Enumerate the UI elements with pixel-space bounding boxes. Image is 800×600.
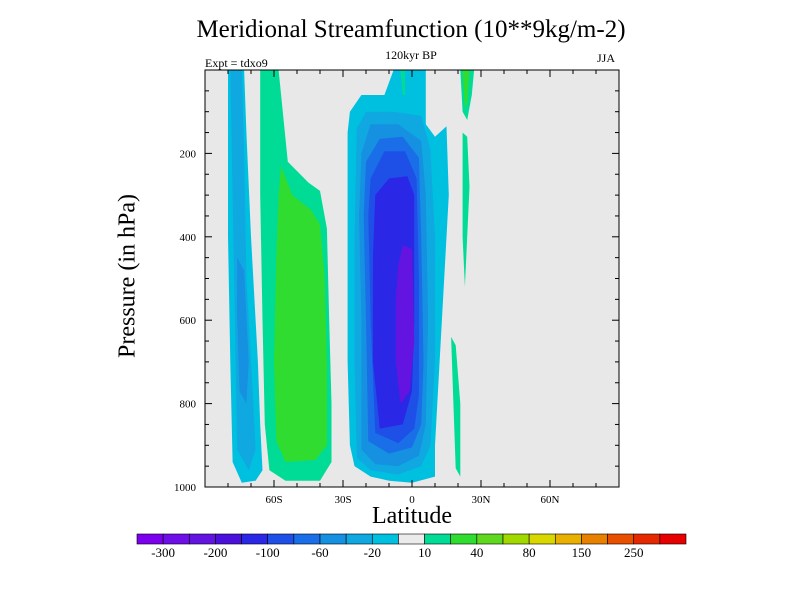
colorbar-box	[502, 533, 530, 545]
nh-tropics-cell-c	[451, 336, 461, 477]
colorbar-box	[476, 533, 504, 545]
colorbar-label: -60	[311, 545, 329, 560]
hadley-cell-150	[395, 245, 415, 404]
nh-tropics-cell-b	[462, 132, 470, 287]
chart-subtitle: 120kyr BP	[385, 48, 437, 62]
colorbar-label: 10	[418, 545, 432, 560]
x-tick-label: 60N	[541, 494, 560, 506]
colorbar-label: -200	[203, 545, 228, 560]
colorbar-box	[293, 533, 321, 545]
y-tick-label: 600	[180, 315, 197, 327]
colorbar-label: 250	[623, 545, 644, 560]
experiment-label: Expt = tdxo9	[205, 56, 268, 70]
colorbar-box	[633, 533, 661, 545]
y-tick-label: 400	[180, 232, 197, 244]
equator-upper-cell	[400, 70, 406, 95]
colorbar-box	[319, 533, 347, 545]
nh-upper-cell-green	[462, 70, 470, 108]
x-tick-label: 30N	[472, 494, 491, 506]
x-axis-title: Latitude	[372, 503, 452, 529]
colorbar-box	[162, 533, 190, 545]
colorbar-box	[607, 533, 635, 545]
colorbar-box	[424, 533, 452, 545]
colorbar-box	[267, 533, 295, 545]
colorbar-box	[345, 533, 373, 545]
x-tick-label: 30S	[334, 494, 351, 506]
y-tick-label: 200	[180, 148, 197, 160]
colorbar-box	[528, 533, 556, 545]
contour-fill-group	[228, 70, 475, 483]
colorbar-label: 40	[470, 545, 484, 560]
x-tick-label: 60S	[265, 494, 282, 506]
colorbar-label: -100	[255, 545, 280, 560]
colorbar-box	[450, 533, 478, 545]
x-tick-label: 0	[409, 494, 415, 506]
colorbar-box	[659, 533, 687, 545]
y-tick-label: 800	[180, 399, 197, 411]
chart-title: Meridional Streamfunction (10**9kg/m-2)	[196, 16, 626, 43]
colorbar-box	[554, 533, 582, 545]
y-tick-label: 1000	[174, 482, 197, 494]
season-label: JJA	[597, 51, 616, 65]
colorbar-box	[241, 533, 269, 545]
sh-high-lat-cell-core	[237, 257, 249, 404]
colorbar-label: 80	[522, 545, 536, 560]
colorbar-label: -300	[151, 545, 176, 560]
colorbar-box	[188, 533, 216, 545]
colorbar-box	[215, 533, 242, 545]
sh-ferrel-cell-inner	[274, 165, 327, 462]
colorbar-label: 150	[571, 545, 592, 560]
colorbar-box	[581, 533, 608, 545]
colorbar-box	[136, 533, 164, 545]
colorbar-box	[398, 533, 425, 545]
colorbar-label: -20	[363, 545, 381, 560]
colorbar-box	[371, 533, 399, 545]
